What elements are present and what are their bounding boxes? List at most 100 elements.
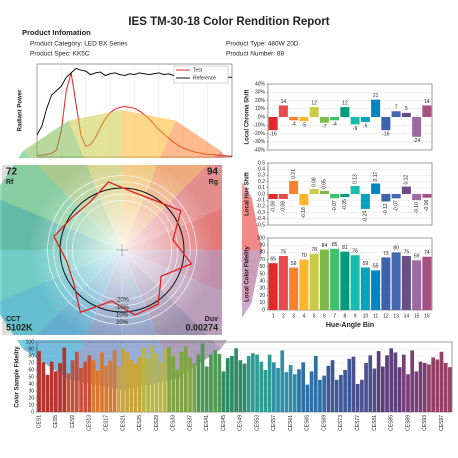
value-label: 12 xyxy=(311,100,317,106)
bar xyxy=(146,358,150,412)
y-axis-label: Radiant Power xyxy=(18,89,24,131)
bar xyxy=(309,371,314,412)
value-label: -0.08 xyxy=(281,201,287,213)
value-label: -0.10 xyxy=(414,202,420,214)
bar xyxy=(74,351,79,412)
bar xyxy=(87,355,92,412)
bar xyxy=(196,354,201,412)
y-tick-label: 10% xyxy=(255,106,266,112)
value-label: -0.12 xyxy=(383,203,389,215)
graphic-label: 0.00274 xyxy=(185,322,218,332)
x-tick-label: CES49 xyxy=(238,415,244,431)
bar xyxy=(350,185,360,194)
x-tick-label: 4 xyxy=(302,313,305,319)
bar xyxy=(412,260,422,310)
x-tick-label: CES41 xyxy=(204,415,210,431)
bar xyxy=(83,361,88,412)
x-tick-label: CES97 xyxy=(439,415,445,431)
bar xyxy=(289,180,299,194)
bar xyxy=(183,346,188,412)
product-field: Product Type: 480W 20D xyxy=(226,41,299,48)
bar xyxy=(380,366,385,412)
bar xyxy=(299,117,309,122)
bar xyxy=(79,367,83,412)
x-tick-label: 11 xyxy=(373,313,378,319)
x-tick-label: 12 xyxy=(383,313,389,319)
bin-spoke xyxy=(121,218,197,251)
y-tick-label: -40% xyxy=(253,147,265,153)
bar xyxy=(360,379,364,412)
value-label: 80 xyxy=(393,246,399,252)
value-label: 0.17 xyxy=(373,172,379,182)
bar xyxy=(427,364,431,412)
product-field: Product Category: LED BX Series xyxy=(30,41,128,48)
y-tick-label: 0.3 xyxy=(258,173,265,179)
bar xyxy=(154,353,159,412)
bar xyxy=(381,194,391,202)
y-tick-label: 0 xyxy=(31,409,34,415)
value-label: 81 xyxy=(342,245,348,251)
bar xyxy=(268,117,278,131)
bar xyxy=(305,384,310,412)
value-label: 0.12 xyxy=(404,175,410,185)
value-label: 74 xyxy=(424,250,430,256)
bar xyxy=(360,194,370,209)
bin-spoke xyxy=(47,249,123,282)
x-axis-label: Hue-Angle Bin xyxy=(326,322,374,329)
bar xyxy=(422,256,432,310)
test-polygon xyxy=(53,181,193,316)
bar xyxy=(278,194,288,199)
bar xyxy=(95,370,100,412)
bar xyxy=(391,111,401,117)
bar xyxy=(350,117,360,125)
y-tick-label: 40 xyxy=(259,279,265,285)
y-tick-label: -0.4 xyxy=(256,216,265,222)
y-tick-label: -0.1 xyxy=(256,198,265,204)
bar xyxy=(234,348,238,412)
bin-spoke xyxy=(121,249,154,325)
bar xyxy=(54,371,58,412)
value-label: 59 xyxy=(291,261,297,267)
value-label: -7 xyxy=(322,124,327,130)
bar xyxy=(263,370,268,412)
bar xyxy=(351,356,356,412)
x-tick-label: 13 xyxy=(393,313,399,319)
bar xyxy=(381,117,391,131)
y-tick-label: 70 xyxy=(259,257,265,263)
value-label: -4 xyxy=(291,122,296,128)
value-label: 0.08 xyxy=(311,177,317,187)
bar xyxy=(309,189,319,194)
bar xyxy=(204,366,209,412)
bar xyxy=(242,363,247,412)
bar xyxy=(435,359,440,412)
x-tick-label: CES5 xyxy=(53,415,59,428)
report-title: IES TM-30-18 Color Rendition Report xyxy=(128,16,329,28)
y-tick-label: 40 xyxy=(28,381,34,387)
bar xyxy=(297,369,301,412)
bar xyxy=(209,354,213,412)
bar xyxy=(158,362,163,412)
x-tick-label: CES1 xyxy=(36,415,42,428)
y-tick-label: -30% xyxy=(253,139,265,145)
bar xyxy=(443,363,448,412)
value-label: 65 xyxy=(270,257,276,263)
bar xyxy=(116,366,121,412)
y-tick-label: 70 xyxy=(28,360,34,366)
bar xyxy=(410,350,415,412)
y-tick-label: -0.3 xyxy=(256,210,265,216)
bar xyxy=(284,372,289,412)
bar xyxy=(339,374,343,412)
bar xyxy=(401,354,406,412)
y-axis-label: Local Hue Shift xyxy=(245,172,251,216)
section-title: Product Infomation xyxy=(22,28,91,37)
y-tick-label: 20 xyxy=(259,293,265,299)
bar xyxy=(368,355,373,412)
bar xyxy=(225,358,230,412)
y-tick-label: 60 xyxy=(28,367,34,373)
graphic-label: Duv xyxy=(205,316,218,323)
bar xyxy=(267,354,272,412)
bar xyxy=(167,346,171,412)
x-tick-label: CES69 xyxy=(321,415,327,431)
